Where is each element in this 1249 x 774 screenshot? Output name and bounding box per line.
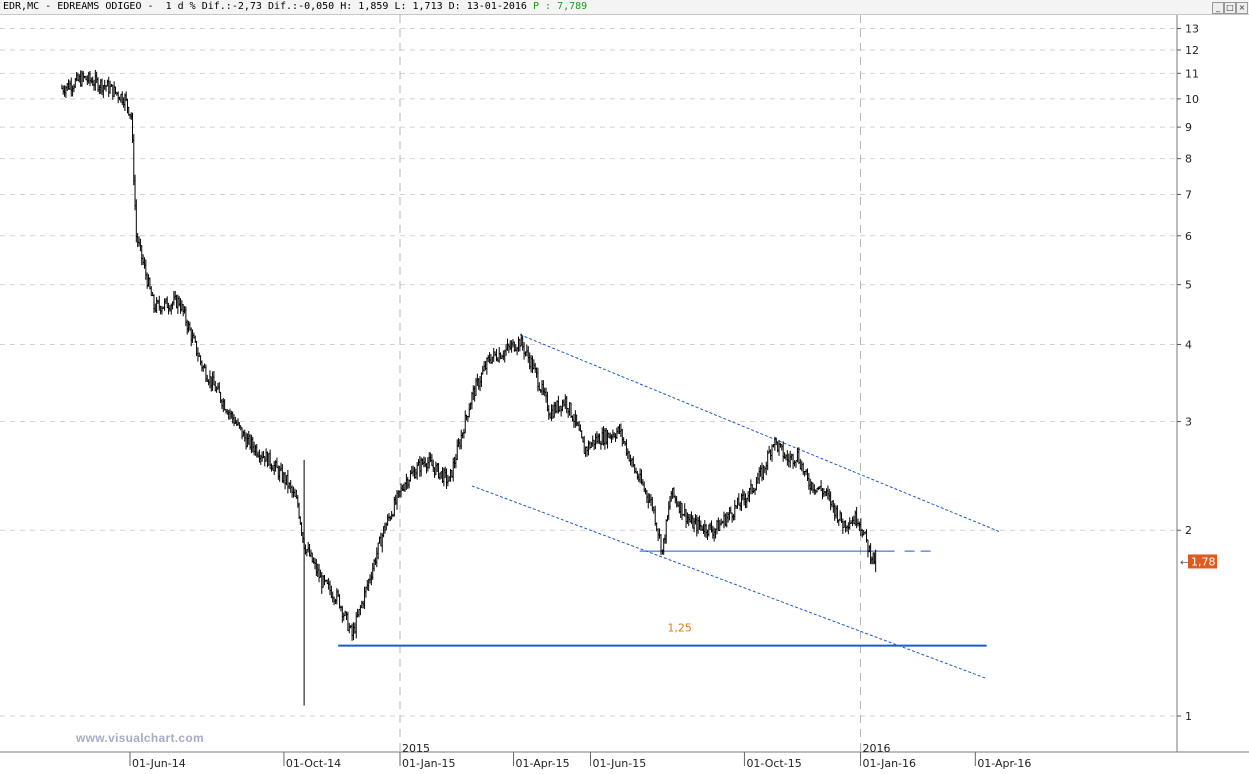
y-tick-label: 1 [1185,710,1192,723]
last-price-arrow: ← [1180,557,1188,568]
y-tick-label: 12 [1185,44,1199,57]
year-label: 2016 [863,742,891,755]
last-price-label: 1,78 [1191,555,1216,568]
pct-label: 1 d % Dif.: [165,1,232,12]
y-tick-label: 7 [1185,188,1192,201]
high-value: 1,859 [358,1,389,12]
y-tick-label: 6 [1185,230,1192,243]
trendline-label: 1,25 [667,622,692,635]
year-label: 2015 [402,742,430,755]
watermark-text: www.visualchart.com [76,731,204,745]
y-tick-label: 4 [1185,338,1192,351]
minimize-button[interactable]: _ [1212,2,1224,14]
x-tick-label: 01-Oct-15 [746,757,801,770]
trendline [471,485,987,680]
y-tick-label: 11 [1185,67,1199,80]
dif-label: Dif.: [267,1,299,12]
y-tick-label: 8 [1185,153,1192,166]
trendline [519,334,1000,533]
high-label: H: [340,1,353,12]
y-tick-label: 5 [1185,279,1192,292]
chart-header-text: EDR,MC - EDREAMS ODIGEO - 1 d % Dif.:-2,… [3,1,588,12]
dif-value: -0,050 [298,1,335,12]
y-tick-label: 9 [1185,121,1192,134]
x-tick-label: 01-Jan-15 [402,757,456,770]
maximize-button[interactable]: □ [1224,2,1236,14]
x-tick-label: 01-Jun-14 [132,757,186,770]
company-name: EDREAMS ODIGEO [57,1,142,12]
p-label: P [532,1,540,12]
x-tick-label: 01-Oct-14 [286,757,341,770]
y-tick-label: 2 [1185,524,1192,537]
date-label: D: [448,1,461,12]
p-value: 7,789 [557,1,588,12]
last-price-badge [1188,554,1217,569]
y-tick-label: 13 [1185,23,1199,36]
x-tick-label: 01-Apr-16 [977,757,1031,770]
chart-title-bar: EDR,MC - EDREAMS ODIGEO - 1 d % Dif.:-2,… [0,0,1249,15]
low-value: 1,713 [412,1,443,12]
y-tick-label: 3 [1185,416,1192,429]
close-button[interactable]: × [1236,2,1248,14]
date-value: 13-01-2016 [466,1,527,12]
y-tick-label: 10 [1185,93,1199,106]
x-tick-label: 01-Jan-16 [863,757,917,770]
x-tick-label: 01-Jun-15 [593,757,647,770]
pct-value: -2,73 [231,1,262,12]
ticker: EDR,MC [3,1,40,12]
low-label: L: [394,1,407,12]
x-tick-label: 01-Apr-15 [516,757,570,770]
